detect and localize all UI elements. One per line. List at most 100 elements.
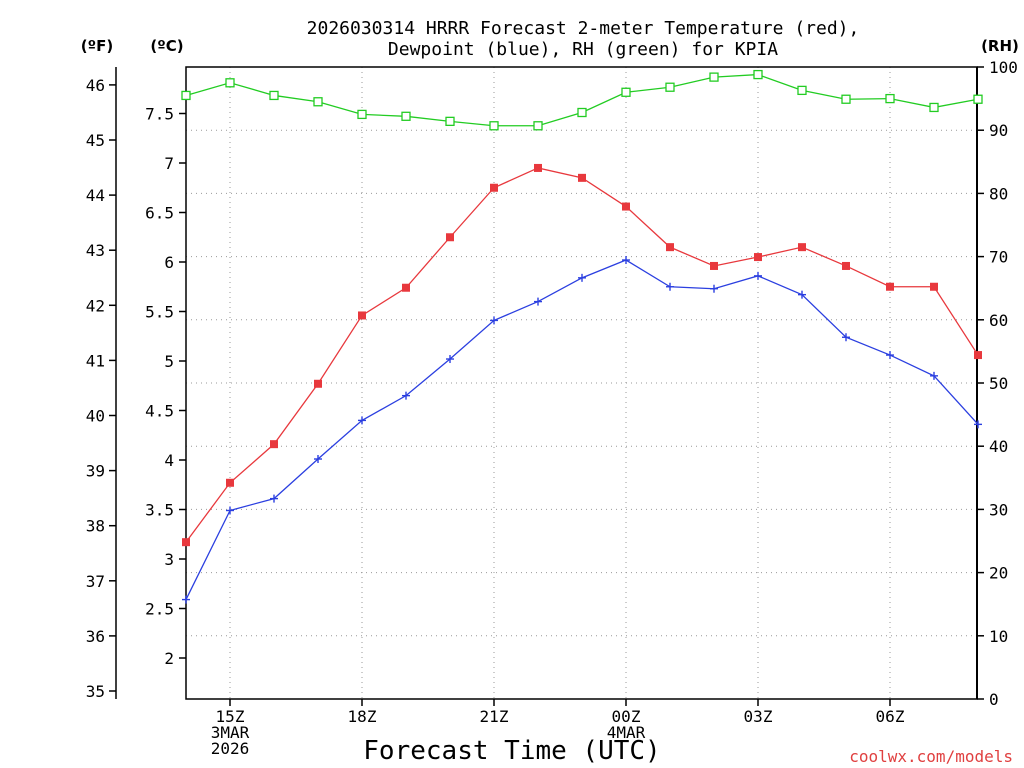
dewpoint-line bbox=[185, 259, 979, 600]
x-tick-label: 15Z bbox=[216, 707, 245, 726]
temperature-point bbox=[930, 282, 938, 291]
dewpoint-point bbox=[490, 316, 498, 325]
credit-text: coolwx.com/models bbox=[849, 747, 1013, 766]
dewpoint-point bbox=[270, 494, 278, 503]
rh-point bbox=[665, 82, 675, 92]
celsius-tick-label: 2 bbox=[164, 649, 174, 668]
celsius-tick-label: 3.5 bbox=[145, 501, 174, 520]
rh-point bbox=[225, 78, 235, 88]
dewpoint-point bbox=[226, 506, 234, 515]
celsius-tick-label: 7.5 bbox=[145, 105, 174, 124]
celsius-tick-label: 3 bbox=[164, 550, 174, 569]
fahrenheit-tick-label: 45 bbox=[86, 131, 105, 150]
dewpoint-point bbox=[974, 420, 982, 429]
dewpoint-point bbox=[842, 333, 850, 342]
chart-title-line2: Dewpoint (blue), RH (green) for KPIA bbox=[388, 39, 778, 60]
fahrenheit-tick-label: 44 bbox=[86, 186, 105, 205]
rh-tick-label: 30 bbox=[989, 500, 1008, 519]
rh-tick-label: 90 bbox=[989, 121, 1008, 140]
rh-tick-label: 20 bbox=[989, 564, 1008, 583]
rh-point bbox=[181, 90, 191, 101]
celsius-tick-label: 7 bbox=[164, 154, 174, 173]
rh-point bbox=[577, 107, 587, 118]
dewpoint-point bbox=[358, 416, 366, 425]
x-tick-label: 21Z bbox=[480, 707, 509, 726]
fahrenheit-tick-label: 37 bbox=[86, 572, 105, 591]
chart-title-line1: 2026030314 HRRR Forecast 2-meter Tempera… bbox=[307, 18, 860, 39]
rh-tick-label: 100 bbox=[989, 58, 1018, 77]
rh-point bbox=[885, 93, 895, 104]
temperature-point bbox=[314, 379, 322, 388]
celsius-tick-label: 4.5 bbox=[145, 402, 174, 421]
celsius-tick-label: 4 bbox=[164, 451, 174, 470]
temperature-line bbox=[185, 167, 979, 543]
rh-point bbox=[489, 121, 499, 131]
celsius-tick-label: 2.5 bbox=[145, 600, 174, 619]
celsius-unit-label: (ºC) bbox=[150, 37, 183, 55]
x-tick-label: 4MAR bbox=[607, 723, 646, 742]
dewpoint-point bbox=[886, 351, 894, 360]
rh-point bbox=[621, 87, 631, 97]
x-axis-label: Forecast Time (UTC) bbox=[363, 736, 660, 766]
temperature-point bbox=[182, 538, 190, 547]
dewpoint-point bbox=[710, 284, 718, 293]
dewpoint-point bbox=[798, 290, 806, 299]
axes: 35 36 37 38 39 40 41 42 43 44 45 46 2 2.5 3 3.5 4 4.5 5 5.5… bbox=[86, 58, 1018, 758]
rh-point bbox=[709, 72, 719, 82]
fahrenheit-tick-label: 35 bbox=[86, 682, 105, 701]
fahrenheit-tick-label: 39 bbox=[86, 462, 105, 481]
temperature-point bbox=[402, 283, 410, 292]
x-tick-label: 06Z bbox=[876, 707, 905, 726]
x-tick-label: 18Z bbox=[348, 707, 377, 726]
dewpoint-point bbox=[622, 256, 630, 265]
temperature-point bbox=[622, 202, 630, 211]
dewpoint-point bbox=[402, 391, 410, 400]
fahrenheit-tick-label: 43 bbox=[86, 241, 105, 260]
rh-point bbox=[797, 85, 807, 96]
rh-tick-label: 70 bbox=[989, 248, 1008, 267]
celsius-tick-label: 6 bbox=[164, 253, 174, 272]
rh-unit-label: (RH) bbox=[981, 37, 1019, 55]
rh-point bbox=[357, 109, 367, 120]
series-group bbox=[181, 69, 983, 604]
rh-line bbox=[185, 73, 979, 127]
rh-tick-label: 10 bbox=[989, 627, 1008, 646]
temperature-point bbox=[270, 440, 278, 449]
temperature-point bbox=[490, 183, 498, 192]
rh-point bbox=[533, 121, 543, 131]
rh-tick-label: 80 bbox=[989, 184, 1008, 203]
series-rh bbox=[181, 69, 983, 131]
temperature-point bbox=[754, 253, 762, 262]
fahrenheit-tick-label: 42 bbox=[86, 296, 105, 315]
dewpoint-point bbox=[754, 271, 762, 280]
rh-point bbox=[753, 69, 763, 80]
x-tick-label: 2026 bbox=[211, 739, 250, 758]
dewpoint-point bbox=[930, 371, 938, 380]
temperature-point bbox=[666, 243, 674, 252]
dewpoint-point bbox=[666, 282, 674, 291]
x-tick-label: 00Z bbox=[612, 707, 641, 726]
rh-tick-label: 40 bbox=[989, 437, 1008, 456]
series-dewpoint bbox=[182, 256, 982, 604]
dewpoint-point bbox=[314, 455, 322, 464]
dewpoint-point bbox=[446, 355, 454, 364]
rh-point bbox=[269, 90, 279, 101]
fahrenheit-tick-label: 46 bbox=[86, 76, 105, 95]
rh-tick-label: 50 bbox=[989, 374, 1008, 393]
rh-point bbox=[445, 116, 455, 127]
temperature-point bbox=[798, 243, 806, 252]
temperature-point bbox=[886, 282, 894, 291]
x-tick-label: 03Z bbox=[744, 707, 773, 726]
rh-point bbox=[973, 94, 983, 104]
fahrenheit-tick-label: 38 bbox=[86, 517, 105, 536]
temperature-point bbox=[842, 261, 850, 270]
rh-point bbox=[401, 111, 411, 121]
fahrenheit-unit-label: (ºF) bbox=[81, 37, 113, 55]
series-temperature bbox=[182, 163, 982, 547]
celsius-tick-label: 5 bbox=[164, 352, 174, 371]
dewpoint-point bbox=[182, 595, 190, 604]
dewpoint-point bbox=[578, 273, 586, 282]
celsius-tick-label: 6.5 bbox=[145, 204, 174, 223]
rh-point bbox=[841, 94, 851, 104]
